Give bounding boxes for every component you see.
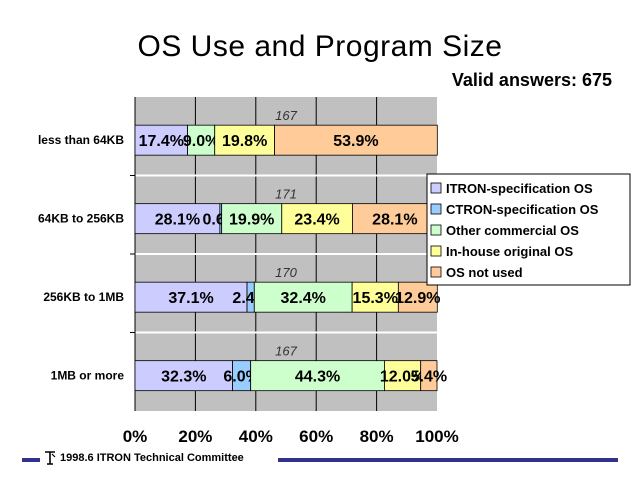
data-label: 12.0% <box>380 369 425 386</box>
total-label: 170 <box>275 265 297 280</box>
total-label: 167 <box>275 108 297 123</box>
bar-segment <box>351 281 399 313</box>
x-tick-label: 100% <box>415 427 458 446</box>
bar-segment <box>397 281 438 313</box>
category-label: less than 64KB <box>38 133 124 147</box>
category-label: 64KB to 256KB <box>38 212 124 226</box>
legend-swatch <box>430 224 442 236</box>
data-label: 37.1% <box>168 290 213 307</box>
data-label: 17.4% <box>139 133 184 150</box>
legend-entry: OS not used <box>446 265 523 280</box>
data-label: 53.9% <box>333 133 378 150</box>
data-label: 12.9% <box>395 290 440 307</box>
data-label: 15.3% <box>353 290 398 307</box>
total-label: 167 <box>275 344 297 359</box>
valid-answers-label: Valid answers: 675 <box>451 70 612 90</box>
legend-swatch <box>430 245 442 257</box>
data-label: 9.0% <box>183 133 219 150</box>
bar-segment <box>214 124 275 156</box>
bar-segment <box>134 203 221 235</box>
bar-segment <box>384 360 422 392</box>
footer-rule-right <box>278 458 618 462</box>
page-title: OS Use and Program Size <box>137 30 503 63</box>
data-label: 44.3% <box>295 369 340 386</box>
bar-segment <box>352 203 438 235</box>
x-tick-label: 0% <box>123 427 148 446</box>
bar-segment <box>221 203 283 235</box>
x-tick-label: 20% <box>178 427 212 446</box>
legend-entry: Other commercial OS <box>446 223 579 238</box>
data-label: 28.1% <box>155 212 200 229</box>
data-label: 28.1% <box>372 212 417 229</box>
bar-segment <box>274 124 438 156</box>
bar-segment <box>250 360 385 392</box>
data-label: 5.4% <box>411 369 447 386</box>
legend <box>426 173 631 286</box>
legend-entry: ITRON-specification OS <box>446 181 593 196</box>
footer-rule-left <box>22 458 40 462</box>
data-label: 19.9% <box>229 212 274 229</box>
data-label: 19.8% <box>222 133 267 150</box>
category-label: 1MB or more <box>51 369 125 383</box>
total-label: 171 <box>275 187 297 202</box>
bar-segment <box>134 124 188 156</box>
data-label: 32.3% <box>161 369 206 386</box>
legend-entry: In-house original OS <box>446 244 573 259</box>
itron-logo-icon <box>45 451 56 465</box>
x-tick-label: 60% <box>299 427 333 446</box>
legend-swatch <box>430 203 442 215</box>
legend-swatch <box>430 182 442 194</box>
footer-text: 1998.6 ITRON Technical Committee <box>60 452 244 464</box>
legend-swatch <box>430 266 442 278</box>
data-label: 23.4% <box>294 212 339 229</box>
bar-segment <box>420 360 438 392</box>
bar-segment <box>253 281 353 313</box>
bar-segment <box>281 203 353 235</box>
bar-segment <box>134 360 233 392</box>
x-tick-label: 40% <box>239 427 273 446</box>
data-label: 32.4% <box>281 290 326 307</box>
legend-entry: CTRON-specification OS <box>446 202 599 217</box>
category-label: 256KB to 1MB <box>43 290 124 304</box>
bar-segment <box>187 124 216 156</box>
x-tick-label: 80% <box>360 427 394 446</box>
